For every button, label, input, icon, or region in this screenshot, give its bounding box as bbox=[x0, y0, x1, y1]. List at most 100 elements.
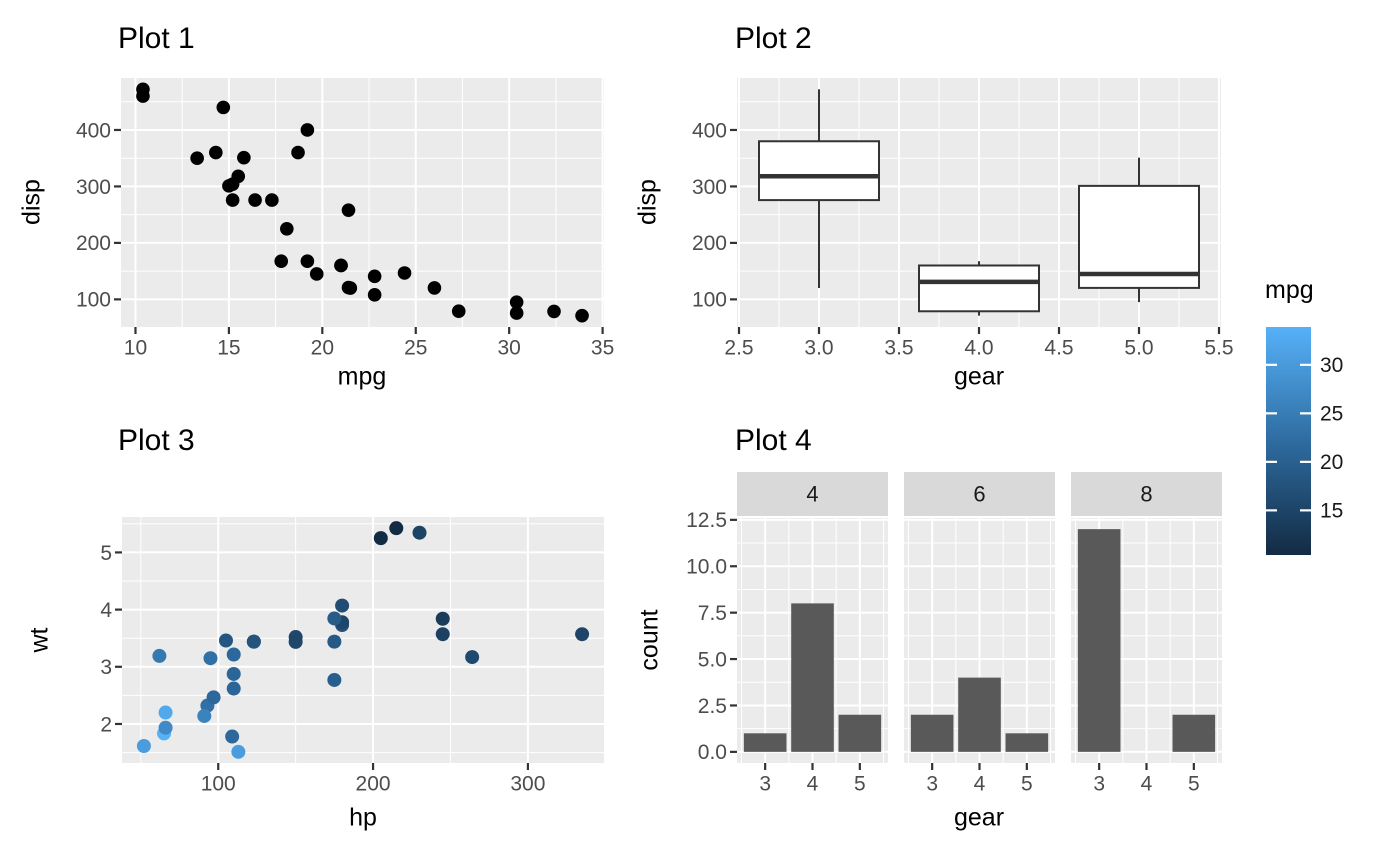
y-axis-tick-label: 2.5 bbox=[698, 695, 727, 718]
plot1-data-point bbox=[509, 306, 524, 320]
x-axis-tick-label: 300 bbox=[510, 772, 545, 795]
facet-strip-label: 8 bbox=[1140, 482, 1152, 507]
y-axis-tick-label: 100 bbox=[76, 289, 111, 312]
legend-tick-label: 15 bbox=[1320, 500, 1343, 523]
plot3-data-point bbox=[158, 720, 173, 735]
x-axis-tick-label: 5 bbox=[1021, 772, 1033, 795]
plot2-title: Plot 2 bbox=[735, 22, 812, 55]
plot1-y-axis-title: disp bbox=[17, 179, 46, 225]
box-iqr bbox=[1078, 184, 1200, 289]
x-axis-tick-label: 35 bbox=[591, 336, 614, 359]
plot3-data-point bbox=[412, 525, 427, 540]
plot1-data-point bbox=[280, 221, 294, 236]
x-axis-tick-label: 5.0 bbox=[1124, 336, 1153, 359]
y-axis-tick-label: 300 bbox=[76, 176, 111, 199]
x-axis-tick-label: 3 bbox=[1093, 772, 1105, 795]
box-iqr bbox=[918, 264, 1040, 313]
x-axis-tick-label: 2.5 bbox=[724, 336, 753, 359]
plot3-data-point bbox=[575, 627, 590, 642]
facet-bar bbox=[1077, 529, 1121, 752]
x-axis-tick-label: 4 bbox=[974, 772, 986, 795]
plot1-data-point bbox=[216, 100, 231, 115]
plot1-data-point bbox=[274, 254, 289, 268]
plot3-data-point bbox=[218, 633, 233, 648]
panel-background bbox=[121, 78, 604, 327]
x-axis-tick-label: 5 bbox=[1188, 772, 1200, 795]
legend-tick-label: 30 bbox=[1320, 354, 1343, 377]
plot3-data-point bbox=[327, 634, 342, 649]
plot1-data-point bbox=[427, 281, 442, 295]
plot4-y-axis-title: count bbox=[635, 609, 664, 671]
plot3-data-point bbox=[373, 531, 388, 546]
x-axis-tick-label: 100 bbox=[201, 772, 236, 795]
plot3-y-axis-title: wt bbox=[25, 627, 54, 653]
x-axis-tick-label: 30 bbox=[497, 336, 520, 359]
y-axis-tick-label: 0.0 bbox=[698, 741, 727, 764]
plot3-data-point bbox=[226, 666, 241, 681]
plot1-x-axis-title: mpg bbox=[337, 362, 387, 391]
x-axis-tick-label: 15 bbox=[217, 336, 240, 359]
y-axis-tick-label: 200 bbox=[76, 232, 111, 255]
plot1-data-point bbox=[367, 269, 382, 284]
plot3-data-point bbox=[327, 672, 342, 687]
facet-bar bbox=[958, 677, 1001, 752]
box-iqr bbox=[758, 140, 880, 202]
plot3-data-point bbox=[327, 611, 342, 626]
plot1-data-point bbox=[367, 288, 382, 302]
y-axis-tick-label: 300 bbox=[692, 176, 727, 199]
plot3-x-axis-title: hp bbox=[349, 803, 377, 832]
plot1-data-point bbox=[547, 304, 561, 319]
x-axis-tick-label: 3.0 bbox=[804, 336, 833, 359]
plot3-data-point bbox=[389, 521, 404, 536]
plot3-data-point bbox=[203, 651, 218, 666]
plot2-y-axis-title: disp bbox=[633, 179, 662, 225]
plot1-data-point bbox=[190, 151, 204, 166]
x-axis-tick-label: 200 bbox=[356, 772, 391, 795]
x-axis-tick-label: 20 bbox=[311, 336, 334, 359]
y-axis-tick-label: 3 bbox=[100, 656, 112, 679]
plot1-data-point bbox=[334, 258, 348, 273]
facet-bar bbox=[838, 714, 882, 752]
plot3-data-point bbox=[435, 611, 450, 626]
plot3-data-point bbox=[197, 708, 212, 723]
y-axis-tick-label: 5 bbox=[100, 542, 112, 565]
plot4-title: Plot 4 bbox=[735, 424, 812, 457]
y-axis-tick-label: 400 bbox=[76, 119, 111, 142]
x-axis-tick-label: 4.0 bbox=[964, 336, 993, 359]
plot3-data-point bbox=[152, 648, 167, 663]
x-axis-tick-label: 3 bbox=[759, 772, 771, 795]
y-axis-tick-label: 10.0 bbox=[686, 556, 727, 579]
plot1-data-point bbox=[209, 145, 223, 160]
plot1-data-point bbox=[341, 280, 356, 295]
plot1-data-point bbox=[451, 304, 466, 319]
x-axis-tick-label: 10 bbox=[124, 336, 147, 359]
legend-colorbar bbox=[1266, 327, 1311, 555]
legend-tick-label: 25 bbox=[1320, 403, 1343, 426]
plot3-data-point bbox=[231, 744, 246, 759]
plot3-data-point bbox=[136, 738, 151, 753]
plot3-data-point bbox=[206, 690, 221, 705]
facet-bar bbox=[743, 733, 787, 752]
plot1-data-point bbox=[222, 179, 236, 193]
plot3-data-point bbox=[226, 647, 241, 662]
x-axis-tick-label: 5 bbox=[854, 772, 866, 795]
plot3-data-point bbox=[435, 627, 450, 642]
facet-strip-label: 4 bbox=[806, 482, 818, 507]
facet-bar bbox=[1005, 733, 1049, 752]
facet-strip bbox=[904, 472, 1055, 516]
plot1-data-point bbox=[136, 89, 150, 103]
x-axis-tick-label: 4 bbox=[1141, 772, 1153, 795]
facet-bar bbox=[1172, 714, 1216, 752]
x-axis-tick-label: 25 bbox=[404, 336, 427, 359]
plot1-data-point bbox=[575, 308, 589, 323]
plot1-data-point bbox=[509, 295, 524, 309]
x-axis-tick-label: 4 bbox=[807, 772, 819, 795]
plot1-data-point bbox=[309, 267, 324, 281]
plot1-data-point bbox=[265, 193, 279, 207]
legend-tick-label: 20 bbox=[1320, 451, 1343, 474]
facet-strip-label: 6 bbox=[973, 482, 985, 507]
plot3-data-point bbox=[465, 650, 480, 665]
facet-bar bbox=[791, 603, 834, 752]
plot3-data-point bbox=[335, 598, 350, 613]
